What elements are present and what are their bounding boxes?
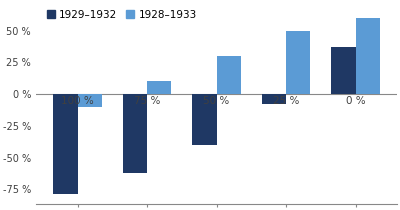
Bar [147, 81, 171, 94]
Text: 25 %: 25 % [273, 96, 299, 106]
Bar [356, 18, 380, 94]
Text: 0 %: 0 % [346, 96, 365, 106]
Bar [78, 94, 102, 107]
Text: 75 %: 75 % [134, 96, 160, 106]
Text: 100 %: 100 % [61, 96, 94, 106]
Bar [53, 94, 78, 194]
Text: 50 %: 50 % [204, 96, 230, 106]
Bar [123, 94, 147, 173]
Legend: 1929–1932, 1928–1933: 1929–1932, 1928–1933 [45, 8, 199, 22]
Bar [216, 56, 241, 94]
Bar [192, 94, 216, 145]
Bar [262, 94, 286, 104]
Bar [286, 31, 310, 94]
Bar [331, 47, 356, 94]
